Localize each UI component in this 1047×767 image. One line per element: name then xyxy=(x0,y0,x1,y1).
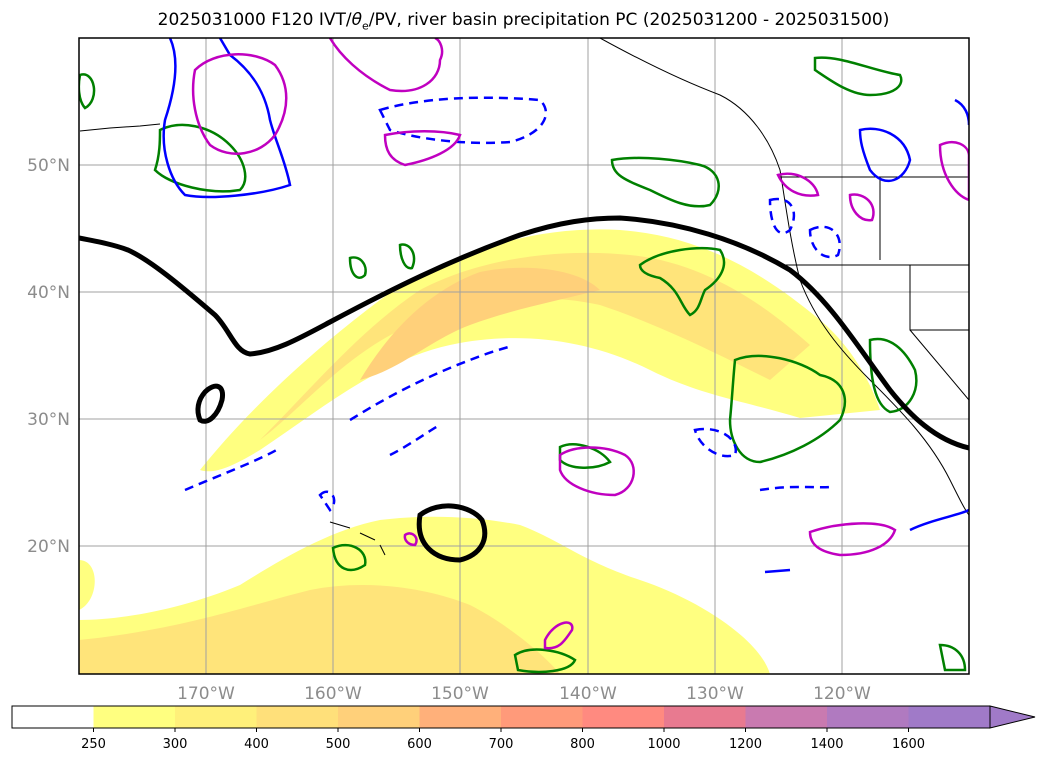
colorbar-tick-label: 600 xyxy=(407,737,432,752)
lon-label-130w: 130°W xyxy=(686,684,744,704)
colorbar-segment xyxy=(908,706,991,728)
colorbar-segment xyxy=(338,706,420,728)
figure-title: 2025031000 F120 IVT/θe/PV, river basin p… xyxy=(0,10,1047,32)
colorbar-tick-label: 1200 xyxy=(729,737,762,752)
lon-label-120w: 120°W xyxy=(813,684,871,704)
colorbar-tick-label: 300 xyxy=(163,737,188,752)
colorbar-segment xyxy=(664,706,746,728)
colorbar-segment xyxy=(827,706,909,728)
colorbar-tick-label: 1400 xyxy=(810,737,843,752)
colorbar-segment xyxy=(175,706,257,728)
lat-label-30n: 30°N xyxy=(27,410,70,430)
title-theta-sub: e xyxy=(362,19,369,33)
colorbar-segment xyxy=(419,706,502,728)
theta-e-blue-solid xyxy=(162,38,969,574)
colorbar-segment xyxy=(93,706,176,728)
colorbar-segment xyxy=(12,706,94,728)
lon-label-160w: 160°W xyxy=(304,684,362,704)
precip-green-contours xyxy=(79,56,967,674)
title-prefix: 2025031000 F120 IVT/ xyxy=(157,10,352,30)
pv-black-contours xyxy=(79,215,969,563)
colorbar-segment xyxy=(582,706,665,728)
colorbar-extend-arrow xyxy=(989,705,1036,729)
title-suffix: /PV, river basin precipitation PC (20250… xyxy=(368,10,890,30)
ivt-shading xyxy=(79,229,880,674)
lat-label-20n: 20°N xyxy=(27,537,70,557)
colorbar-tick-label: 250 xyxy=(81,737,106,752)
colorbar-tick-label: 800 xyxy=(570,737,595,752)
map-frame xyxy=(78,37,970,675)
lon-label-170w: 170°W xyxy=(177,684,235,704)
colorbar-tick-label: 1000 xyxy=(647,737,680,752)
lat-label-40n: 40°N xyxy=(27,283,70,303)
colorbar-tick-label: 700 xyxy=(489,737,514,752)
precip-magenta-contours xyxy=(191,38,969,650)
title-theta: θ xyxy=(351,10,362,30)
colorbar-segment xyxy=(745,706,828,728)
colorbar-segment xyxy=(256,706,339,728)
colorbar: 250 300 400 500 600 700 800 1000 1200 1400 1600 xyxy=(11,705,1036,752)
lat-label-50n: 50°N xyxy=(27,156,70,176)
lon-label-140w: 140°W xyxy=(559,684,617,704)
colorbar-tick-label: 500 xyxy=(326,737,351,752)
colorbar-segment xyxy=(501,706,583,728)
graticule xyxy=(79,38,969,674)
theta-e-blue-dashed xyxy=(184,96,841,512)
colorbar-tick-label: 1600 xyxy=(892,737,925,752)
lon-label-150w: 150°W xyxy=(431,684,489,704)
colorbar-tick-label: 400 xyxy=(244,737,269,752)
